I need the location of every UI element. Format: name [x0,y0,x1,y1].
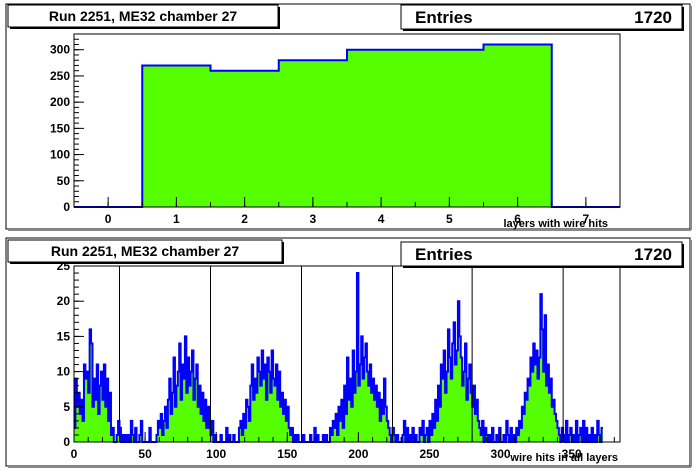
title-box [7,4,279,28]
plot-frame [73,265,621,443]
histogram-fill [74,44,620,208]
histogram-fill [74,273,603,442]
x-tick-label: 0 [71,447,78,461]
x-tick-label: 6 [514,212,521,226]
y-tick-label: 250 [50,69,70,83]
x-tick-label: 200 [348,447,368,461]
y-tick-label: 50 [57,174,71,188]
x-tick-label: 4 [378,212,385,226]
title-box [7,239,283,263]
y-tick-label: 0 [63,200,70,214]
stats-entries-value: 1720 [634,8,672,27]
y-tick-label: 150 [50,121,70,135]
chart-title: Run 2251, ME32 chamber 27 [49,8,238,24]
x-tick-label: 150 [277,447,297,461]
y-tick-label: 5 [63,400,70,414]
x-tick-label: 300 [491,447,511,461]
histogram-outline [74,43,620,208]
stats-entries-label: Entries [415,8,473,27]
chart-title: Run 2251, ME32 chamber 27 [51,243,240,259]
x-tick-label: 1 [173,212,180,226]
x-tick-label: 250 [419,447,439,461]
x-tick-label: 7 [583,212,590,226]
x-tick-label: 100 [206,447,226,461]
y-tick-label: 100 [50,148,70,162]
y-tick-label: 20 [57,294,71,308]
y-tick-label: 10 [57,365,71,379]
stats-entries-value: 1720 [634,245,672,264]
y-tick-label: 15 [57,329,71,343]
histogram-outline [74,272,603,443]
x-axis-label: layers with wire hits [503,218,608,230]
x-tick-label: 350 [562,447,582,461]
stats-entries-label: Entries [415,245,473,264]
stats-box [400,241,683,267]
x-tick-label: 0 [105,212,112,226]
stats-box [400,4,683,30]
y-tick-label: 200 [50,95,70,109]
x-tick-label: 3 [310,212,317,226]
x-axis-label: wire hits in all layers [509,452,618,464]
x-tick-label: 5 [446,212,453,226]
x-tick-label: 50 [138,447,152,461]
x-tick-label: 2 [241,212,248,226]
y-tick-label: 300 [50,43,70,57]
y-tick-label: 0 [63,435,70,449]
